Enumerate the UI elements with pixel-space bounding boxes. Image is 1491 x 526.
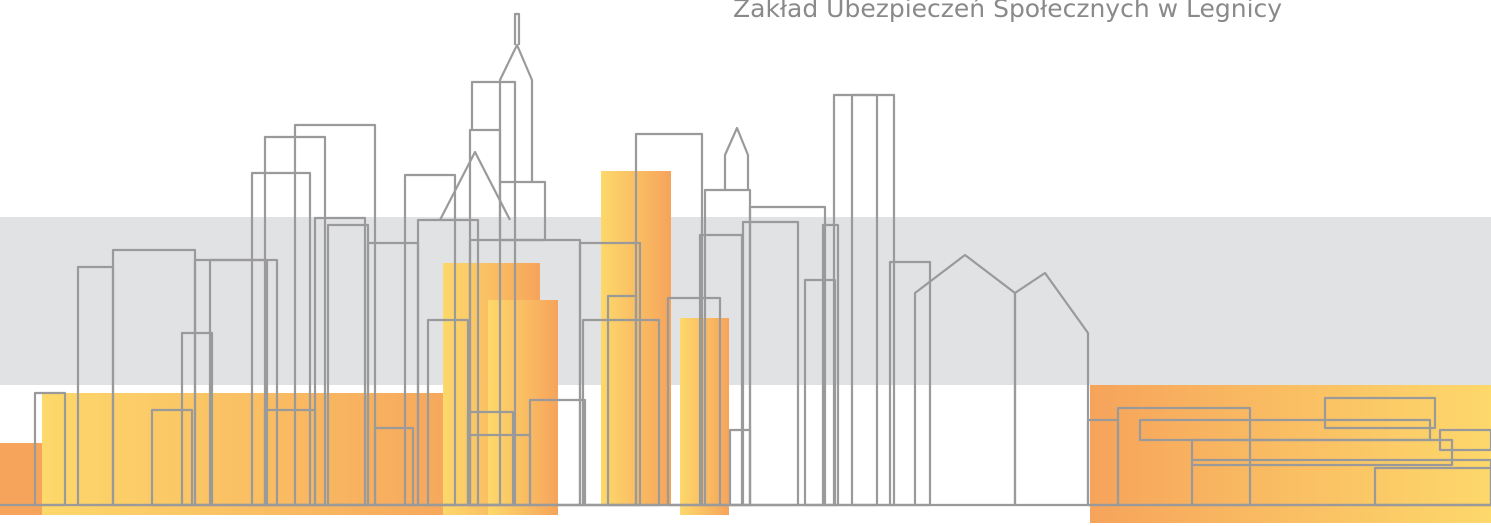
- header-text: Zakład Ubezpieczeń Społecznych w Legnicy: [733, 0, 1282, 23]
- gray-band: [0, 217, 1491, 385]
- banner: Zakład Ubezpieczeń Społecznych w Legnicy: [0, 0, 1491, 526]
